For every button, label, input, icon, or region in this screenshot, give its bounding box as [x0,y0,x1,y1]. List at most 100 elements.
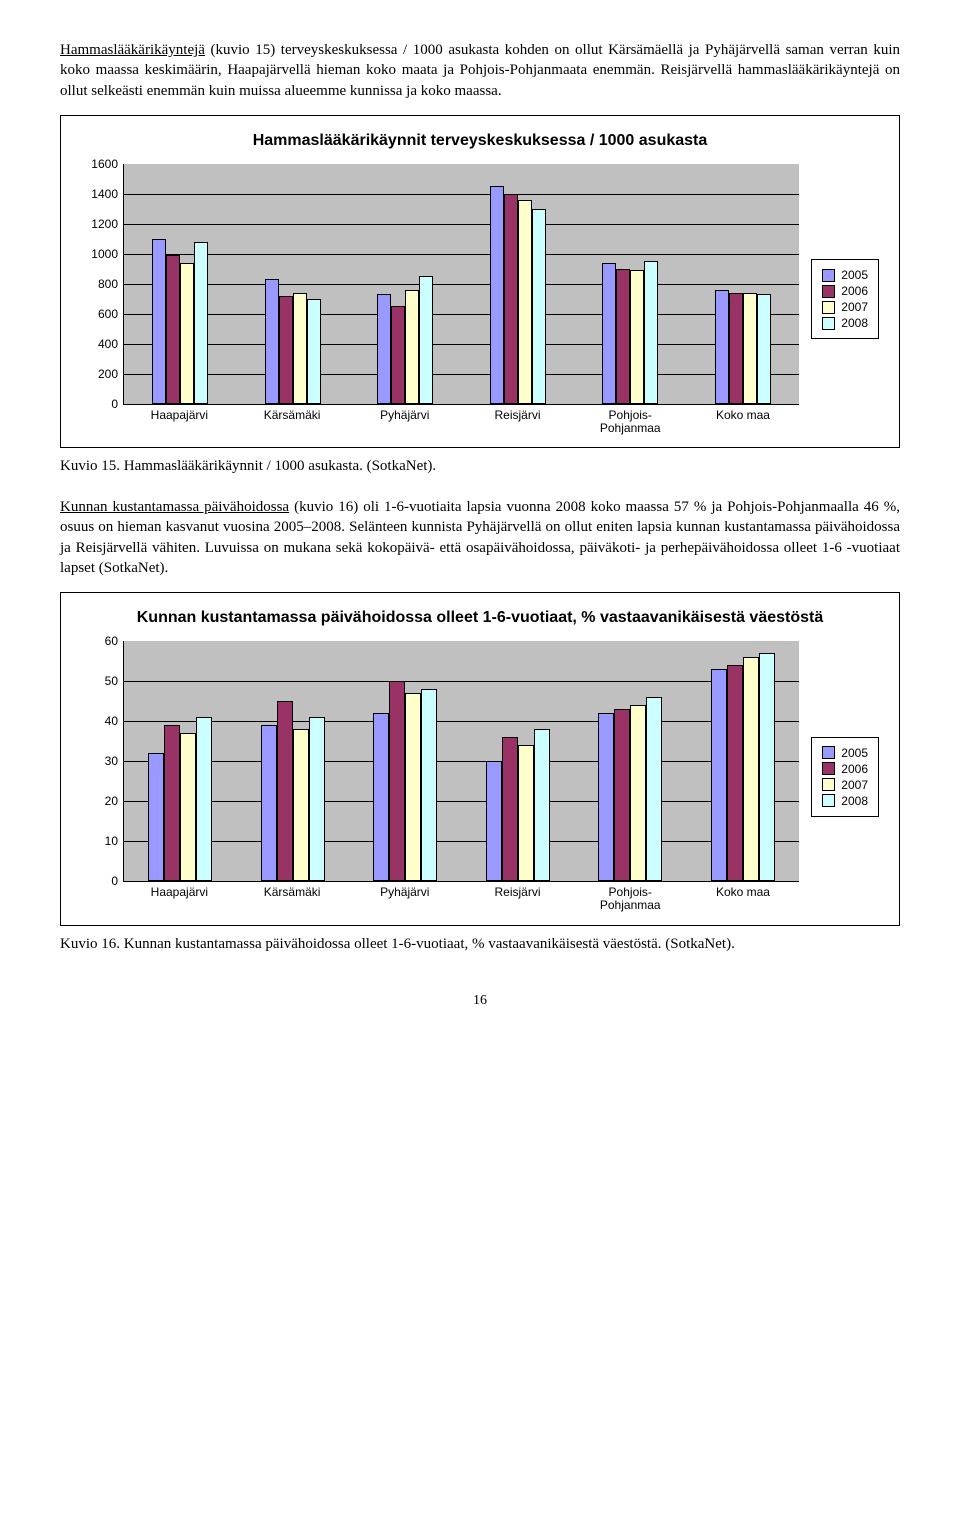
legend-swatch [822,269,835,282]
caption-2: Kuvio 16. Kunnan kustantamassa päivähoid… [60,936,900,953]
paragraph-2: Kunnan kustantamassa päivähoidossa (kuvi… [60,497,900,578]
legend-swatch [822,778,835,791]
legend-label: 2006 [841,284,868,298]
chart-2-xlabels: HaapajärviKärsämäkiPyhäjärviReisjärviPoh… [123,886,799,912]
x-tick-label: Koko maa [687,409,800,435]
y-tick-label: 50 [82,674,118,688]
bar [518,745,534,881]
bar-group [490,186,546,404]
bar [373,713,389,881]
legend-swatch [822,301,835,314]
bar [598,713,614,881]
bar [180,263,194,404]
y-tick-label: 60 [82,634,118,648]
page-number: 16 [60,993,900,1009]
bar [743,293,757,404]
bar [265,279,279,404]
bar [504,194,518,404]
chart-1-plot-wrap: 02004006008001000120014001600 Haapajärvi… [81,164,799,435]
bar [534,729,550,881]
bar [614,709,630,881]
bar [148,753,164,881]
chart-1-box: Hammaslääkärikäynnit terveyskeskuksessa … [60,115,900,448]
bar [532,209,546,404]
bar-group [265,279,321,404]
chart-2-plot-wrap: 0102030405060 HaapajärviKärsämäkiPyhäjär… [81,641,799,912]
legend-item: 2005 [822,746,868,760]
bar-group [711,653,775,881]
bar [727,665,743,881]
bar [164,725,180,881]
bar [486,761,502,881]
chart-2-legend: 2005 2006 2007 2008 [811,737,879,817]
bar-group [486,729,550,881]
legend-label: 2007 [841,778,868,792]
legend-label: 2005 [841,746,868,760]
paragraph-1: Hammaslääkärikäyntejä (kuvio 15) terveys… [60,40,900,101]
bar [194,242,208,404]
bar-group [377,276,433,404]
legend-swatch [822,794,835,807]
bar [309,717,325,881]
x-tick-label: Pyhäjärvi [348,886,461,912]
y-tick-label: 20 [82,794,118,808]
y-tick-label: 1000 [82,247,118,261]
legend-swatch [822,317,835,330]
legend-label: 2005 [841,268,868,282]
x-tick-label: Pohjois-Pohjanmaa [574,886,687,912]
bar-group [148,717,212,881]
y-tick-label: 1200 [82,217,118,231]
bar [421,689,437,881]
chart-1-xlabels: HaapajärviKärsämäkiPyhäjärviReisjärviPoh… [123,409,799,435]
x-tick-label: Kärsämäki [236,409,349,435]
legend-item: 2008 [822,794,868,808]
x-tick-label: Kärsämäki [236,886,349,912]
bar [757,294,771,404]
bar [391,306,405,404]
bar [180,733,196,881]
bar [166,255,180,404]
para2-runin: Kunnan kustantamassa päivähoidossa [60,499,289,515]
bar-groups [124,641,799,881]
legend-swatch [822,746,835,759]
x-tick-label: Haapajärvi [123,409,236,435]
legend-label: 2007 [841,300,868,314]
legend-item: 2007 [822,300,868,314]
legend-item: 2006 [822,762,868,776]
legend-label: 2006 [841,762,868,776]
bar [419,276,433,404]
x-tick-label: Koko maa [687,886,800,912]
chart-2-box: Kunnan kustantamassa päivähoidossa ollee… [60,592,900,925]
chart-1-legend: 2005200620072008 [811,259,879,339]
bar [616,269,630,404]
bar [261,725,277,881]
bar [646,697,662,881]
legend-item: 2006 [822,284,868,298]
bar [490,186,504,404]
y-tick-label: 600 [82,307,118,321]
chart-2-body: 0102030405060 HaapajärviKärsämäkiPyhäjär… [81,641,879,912]
y-tick-label: 0 [82,397,118,411]
bar [293,293,307,404]
bar [196,717,212,881]
bar [743,657,759,881]
bar [389,681,405,881]
bar [711,669,727,881]
x-tick-label: Pohjois-Pohjanmaa [574,409,687,435]
x-tick-label: Reisjärvi [461,409,574,435]
bar-group [598,697,662,881]
para1-runin: Hammaslääkärikäyntejä [60,42,205,58]
y-tick-label: 10 [82,834,118,848]
y-tick-label: 400 [82,337,118,351]
y-tick-label: 40 [82,714,118,728]
y-tick-label: 0 [82,874,118,888]
bar-group [152,239,208,404]
bar-groups [124,164,799,404]
legend-swatch [822,285,835,298]
x-tick-label: Haapajärvi [123,886,236,912]
bar [630,705,646,881]
legend-item: 2005 [822,268,868,282]
chart-1-title: Hammaslääkärikäynnit terveyskeskuksessa … [81,132,879,150]
bar [630,270,644,404]
bar-group [261,701,325,881]
